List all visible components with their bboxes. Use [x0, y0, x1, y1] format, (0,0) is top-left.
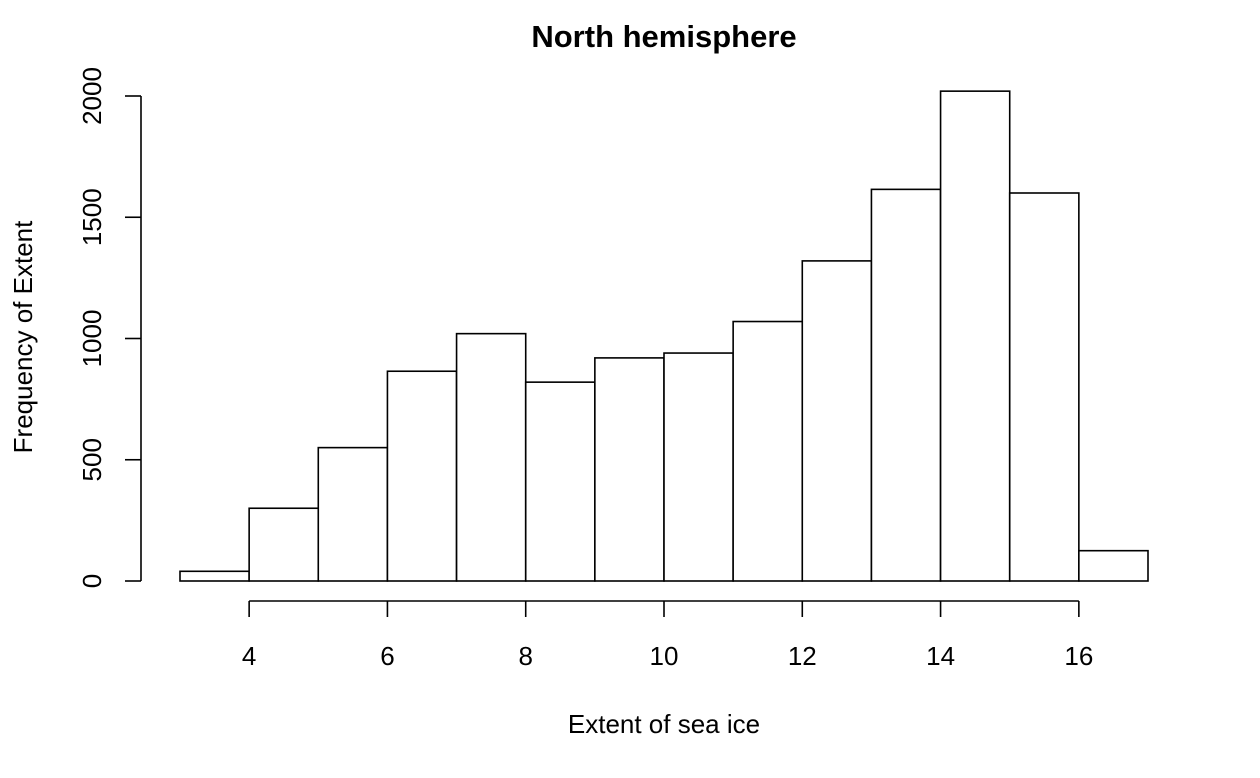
histogram-bar [248, 507, 320, 582]
histogram-bar [939, 90, 1011, 582]
y-tick-label: 0 [77, 574, 107, 588]
x-tick-label: 16 [1064, 641, 1093, 671]
histogram-bar [524, 381, 596, 582]
x-tick-label: 4 [242, 641, 256, 671]
y-tick-label: 1000 [77, 310, 107, 368]
x-axis-label: Extent of sea ice [568, 709, 760, 739]
histogram-bar [386, 370, 458, 582]
histogram-bar [663, 352, 734, 582]
x-axis: 4 6 8 10 12 14 16 [242, 600, 1093, 671]
x-tick-label: 6 [380, 641, 394, 671]
x-tick-label: 8 [518, 641, 532, 671]
y-tick-label: 1500 [77, 188, 107, 246]
y-tick-label: 2000 [77, 67, 107, 125]
histogram-bar [594, 357, 665, 582]
histogram-bar [317, 446, 389, 582]
histogram-bar [455, 332, 527, 582]
x-tick-label: 12 [788, 641, 817, 671]
x-tick-label: 14 [926, 641, 955, 671]
histogram-bar [1008, 192, 1080, 582]
y-tick-label: 500 [77, 438, 107, 481]
histogram-bar [732, 320, 804, 582]
histogram-bar [870, 188, 942, 582]
histogram-bar [801, 260, 873, 582]
histogram-bar [1078, 549, 1149, 582]
x-tick-label: 10 [650, 641, 679, 671]
histogram-bar [179, 570, 250, 582]
y-axis-label: Frequency of Extent [8, 220, 38, 453]
y-axis: 0 500 1000 1500 2000 [77, 67, 142, 588]
chart-title: North hemisphere [531, 19, 796, 54]
bars-group [179, 90, 1149, 582]
